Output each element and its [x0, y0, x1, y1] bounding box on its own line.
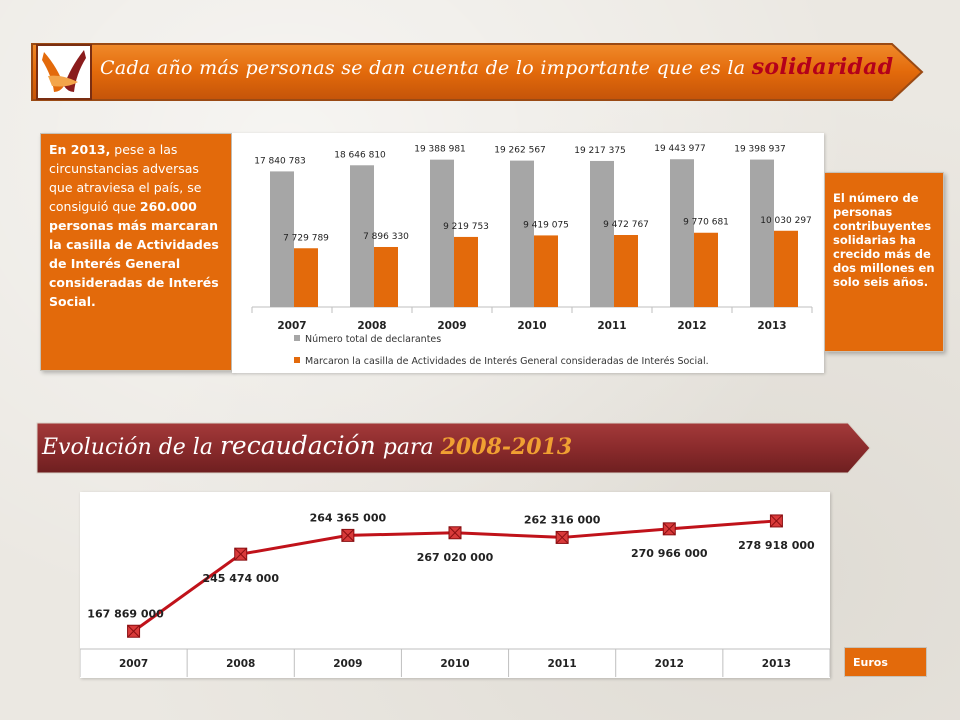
bar-label-declarants: 19 398 937	[734, 145, 786, 155]
line-chart-svg: 167 869 000 2007 245 474 000 2008 264 365 00…	[79, 511, 831, 677]
line-category-label: 2011	[548, 658, 577, 670]
right-info-box: El número de personas contribuyentes sol…	[824, 172, 944, 352]
bar-marcaron	[694, 232, 718, 307]
bar-label-declarants: 17 840 783	[254, 156, 306, 166]
left-info-text: pese a las circunstancias adversas que a…	[49, 142, 202, 214]
header-banner-shape	[31, 43, 924, 101]
bar-label-declarants: 19 443 977	[654, 144, 706, 154]
bar-declarants	[270, 171, 294, 307]
bar-category-label: 2010	[517, 320, 546, 332]
units-label: Euros	[844, 647, 927, 677]
bar-declarants	[750, 159, 774, 307]
header-title: Cada año más personas se dan cuenta de l…	[100, 54, 893, 80]
line-point-cross	[555, 531, 569, 544]
line-point-cross	[770, 514, 783, 528]
bar-label-marcaron: 9 770 681	[683, 218, 729, 228]
section-title-years: 2008-2013	[440, 434, 573, 460]
line-value-label: 278 918 000	[738, 539, 815, 552]
bar-label-marcaron: 9 219 753	[443, 222, 489, 232]
line-category-label: 2013	[762, 658, 791, 670]
bar-category-label: 2008	[357, 320, 386, 332]
logo	[36, 44, 92, 100]
section-title-part2: recaudación	[219, 431, 376, 460]
section-banner-shape	[36, 422, 871, 474]
line-value-label: 264 365 000	[310, 511, 387, 524]
line-point-cross	[341, 529, 355, 542]
line-value-label: 262 316 000	[524, 513, 601, 526]
bar-category-label: 2011	[597, 320, 626, 332]
header-title-accent: solidaridad	[751, 54, 894, 80]
bar-marcaron	[774, 230, 798, 307]
bar-category-label: 2007	[277, 320, 306, 332]
legend-swatch-marcaron	[294, 357, 300, 363]
line-category-label: 2012	[655, 658, 684, 670]
line-point-cross	[448, 526, 462, 540]
legend-label-declarants: Número total de declarantes	[305, 334, 441, 345]
line-value-label: 267 020 000	[417, 551, 494, 564]
line-value-label: 245 474 000	[202, 572, 279, 585]
section-banner: Evolución de la recaudación para 2008-20…	[36, 422, 872, 474]
bar-label-marcaron: 7 729 789	[283, 233, 329, 243]
legend-label-marcaron: Marcaron la casilla de Actividades de In…	[305, 356, 709, 367]
left-info-highlight: 260.000 personas más marcaran la casilla…	[49, 199, 219, 309]
bar-declarants	[590, 160, 614, 307]
bar-label-declarants: 19 262 567	[494, 146, 546, 156]
revenue-line-chart: 167 869 000 2007 245 474 000 2008 264 365 00…	[79, 492, 831, 678]
hands-logo-icon	[38, 46, 90, 98]
bar-marcaron	[374, 246, 398, 307]
line-category-label: 2008	[226, 658, 255, 670]
bar-category-label: 2013	[757, 320, 786, 332]
legend-swatch-declarants	[294, 335, 300, 341]
bar-declarants	[350, 165, 374, 307]
bar-marcaron	[534, 235, 558, 307]
section-title-part3: para	[375, 435, 441, 460]
bar-declarants	[670, 159, 694, 307]
declarants-bar-chart: 17 840 783 7 729 789 2007 18 646 810 7 896 3…	[232, 133, 824, 373]
bar-declarants	[430, 159, 454, 307]
header-title-main: Cada año más personas se dan cuenta de l…	[100, 57, 746, 79]
section-title-part1: Evolución de la	[42, 435, 220, 460]
bar-marcaron	[454, 236, 478, 307]
header-banner: Cada año más personas se dan cuenta de l…	[30, 40, 925, 104]
line-value-label: 270 966 000	[631, 547, 708, 560]
line-category-label: 2009	[333, 658, 362, 670]
left-info-box: En 2013, pese a las circunstancias adver…	[40, 133, 232, 371]
bar-marcaron	[294, 248, 318, 307]
bar-label-marcaron: 10 030 297	[760, 216, 812, 226]
line-point-cross	[234, 547, 248, 561]
line-category-label: 2010	[440, 658, 469, 670]
bar-label-declarants: 19 217 375	[574, 146, 626, 156]
line-value-label: 167 869 000	[87, 607, 164, 620]
right-info-text: El número de personas contribuyentes sol…	[833, 191, 935, 289]
bar-label-marcaron: 9 472 767	[603, 220, 649, 230]
line-category-label: 2007	[119, 658, 148, 670]
bar-category-label: 2012	[677, 320, 706, 332]
bar-label-marcaron: 9 419 075	[523, 220, 569, 230]
bar-declarants	[510, 160, 534, 307]
left-info-year: En 2013,	[49, 142, 111, 157]
section-title: Evolución de la recaudación para 2008-20…	[42, 431, 572, 460]
bar-label-marcaron: 7 896 330	[363, 232, 409, 242]
line-point-cross	[662, 522, 676, 536]
line-point-cross	[127, 624, 140, 638]
bar-category-label: 2009	[437, 320, 466, 332]
bar-chart-svg: 17 840 783 7 729 789 2007 18 646 810 7 896 3…	[251, 144, 813, 367]
bar-label-declarants: 18 646 810	[334, 150, 386, 160]
bar-label-declarants: 19 388 981	[414, 145, 466, 155]
bar-marcaron	[614, 235, 638, 307]
